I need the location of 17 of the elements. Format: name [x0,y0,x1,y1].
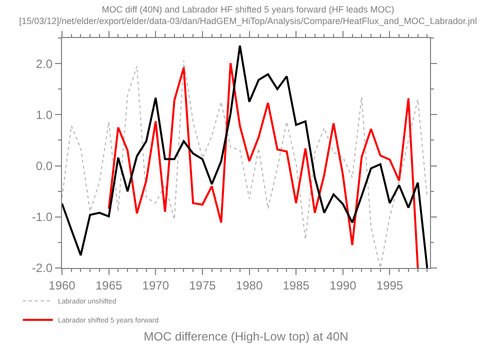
line-series [108,62,419,268]
x-tick-label: 1975 [189,278,216,292]
y-tick-label: -1.0 [32,210,53,224]
y-tick-label: -2.0 [32,261,53,276]
x-tick-label: 1980 [236,278,263,292]
x-tick-label: 1960 [48,278,76,292]
chart-title: MOC diff (40N) and Labrador HF shifted 5 years forward (HF leads MOC) [102,4,394,14]
y-tick-label: 0.0 [36,158,53,173]
x-tick-label: 1995 [376,278,404,292]
y-tick-label: 2.0 [36,56,53,71]
x-axis-title: MOC difference (High-Low top) at 40N [144,329,348,344]
x-tick-label: 1990 [330,278,357,292]
chart-subtitle: [15/03/12]/net/elder/export/elder/data-03/dan/HadGEM_HiTop/Analysis/Compare/HeatFlux_and_MOC_Labrador.jnl [19,16,477,26]
y-tick-label: 1.0 [36,108,53,122]
x-tick-label: 1985 [282,278,310,292]
x-tick-label: 1970 [142,278,170,292]
x-tick-label: 1965 [95,278,122,292]
